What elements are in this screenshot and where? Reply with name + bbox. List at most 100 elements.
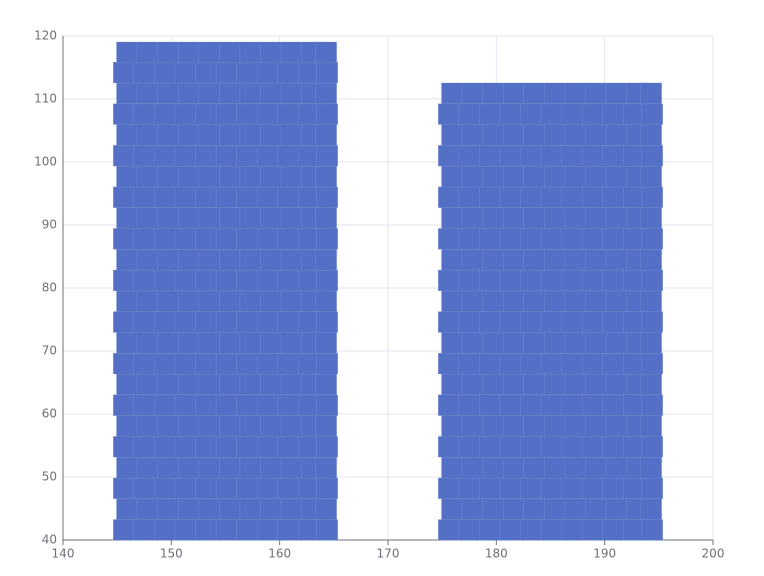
- point: [236, 144, 258, 167]
- point: [582, 228, 604, 250]
- point: [112, 144, 135, 167]
- point: [502, 415, 525, 437]
- point: [623, 228, 645, 250]
- point: [116, 165, 138, 188]
- point: [239, 207, 262, 229]
- point: [523, 248, 545, 271]
- point: [441, 373, 463, 396]
- point: [136, 248, 159, 271]
- x-tick-label: 200: [702, 547, 725, 561]
- point: [520, 103, 542, 125]
- point: [623, 186, 645, 209]
- point: [523, 373, 545, 396]
- point: [520, 269, 542, 292]
- point: [540, 103, 563, 125]
- y-tick-label: 110: [34, 92, 57, 106]
- point: [640, 332, 662, 354]
- point: [260, 290, 282, 312]
- point: [602, 394, 625, 416]
- point: [441, 498, 463, 520]
- point: [523, 207, 545, 229]
- point: [257, 186, 279, 209]
- point: [605, 373, 628, 396]
- point: [136, 290, 159, 312]
- point: [215, 61, 238, 84]
- point: [177, 415, 200, 437]
- point: [315, 41, 337, 64]
- point: [174, 352, 197, 375]
- point: [499, 269, 522, 292]
- point: [585, 124, 607, 146]
- point: [458, 269, 480, 292]
- point: [136, 373, 159, 396]
- x-tick-label: 140: [52, 547, 75, 561]
- point: [582, 144, 604, 167]
- point: [623, 352, 645, 375]
- point: [195, 394, 217, 416]
- point: [605, 456, 628, 479]
- point: [298, 352, 320, 375]
- point: [116, 332, 138, 354]
- point: [215, 436, 238, 458]
- point: [219, 498, 241, 520]
- point: [640, 207, 662, 229]
- point: [564, 165, 587, 188]
- point: [458, 103, 480, 125]
- point: [136, 415, 159, 437]
- point: [315, 373, 337, 396]
- point: [239, 332, 262, 354]
- point: [479, 103, 501, 125]
- point: [239, 41, 262, 64]
- point: [482, 373, 504, 396]
- point: [316, 311, 339, 333]
- point: [540, 352, 563, 375]
- point: [195, 61, 217, 84]
- point: [260, 41, 282, 64]
- point: [640, 456, 662, 479]
- point: [520, 144, 542, 167]
- point: [502, 290, 525, 312]
- point: [602, 311, 625, 333]
- point: [260, 82, 282, 105]
- point: [641, 144, 664, 167]
- point: [298, 519, 320, 541]
- point: [641, 228, 664, 250]
- point: [605, 207, 628, 229]
- point: [112, 103, 135, 125]
- point: [582, 352, 604, 375]
- point: [280, 415, 303, 437]
- point: [540, 269, 563, 292]
- point: [564, 373, 587, 396]
- point: [520, 519, 542, 541]
- point: [116, 207, 138, 229]
- point: [136, 456, 159, 479]
- point: [195, 436, 217, 458]
- point: [298, 103, 320, 125]
- point: [479, 311, 501, 333]
- point: [482, 165, 504, 188]
- point: [502, 82, 525, 105]
- point: [315, 207, 337, 229]
- point: [239, 373, 262, 396]
- point: [482, 207, 504, 229]
- point: [582, 186, 604, 209]
- point: [277, 228, 300, 250]
- point: [136, 124, 159, 146]
- point: [315, 332, 337, 354]
- point: [174, 144, 197, 167]
- point: [177, 373, 200, 396]
- point: [177, 165, 200, 188]
- point: [239, 456, 262, 479]
- point: [133, 61, 155, 84]
- y-tick-label: 50: [42, 470, 57, 484]
- point: [461, 498, 484, 520]
- point: [520, 186, 542, 209]
- point: [582, 103, 604, 125]
- point: [198, 373, 220, 396]
- point: [280, 207, 303, 229]
- point: [640, 124, 662, 146]
- point: [219, 373, 241, 396]
- point: [133, 394, 155, 416]
- point: [641, 186, 664, 209]
- point: [458, 352, 480, 375]
